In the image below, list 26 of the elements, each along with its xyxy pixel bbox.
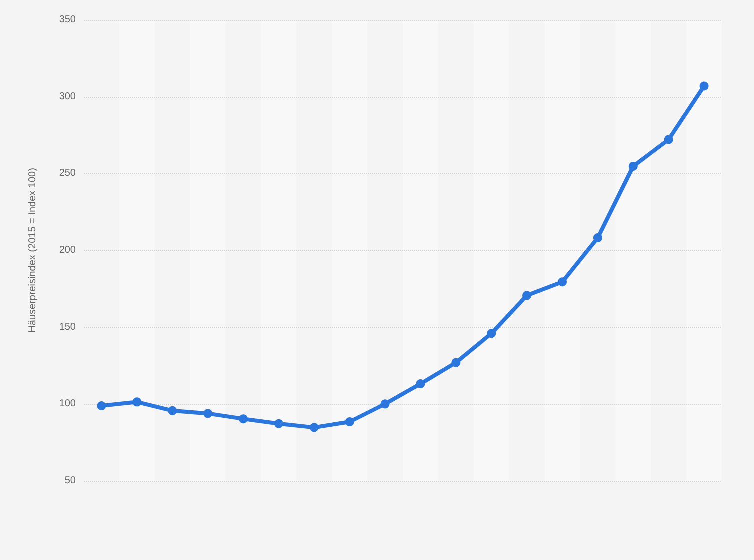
y-tick-label: 50 [64,476,76,486]
point [522,291,532,300]
point [239,414,248,424]
point [700,82,709,91]
y-axis-title: Häuserpreisindex (2015 = Index 100) [28,168,38,333]
point [132,398,142,407]
point [274,419,284,428]
y-tick-label: 100 [59,398,76,410]
point [380,400,390,409]
point [487,329,496,338]
point [593,234,602,243]
point [310,423,319,432]
y-tick-label: 150 [59,322,76,333]
point [628,162,638,171]
point [345,417,354,426]
point [204,409,213,418]
point [664,135,674,144]
y-tick-label: 200 [59,245,76,256]
point [416,380,426,389]
point [452,358,461,368]
point [97,402,106,411]
y-tick-label: 350 [59,14,76,26]
point [558,278,567,287]
point [168,406,178,416]
y-tick-label: 300 [59,91,76,102]
y-tick-label: 250 [59,168,76,180]
